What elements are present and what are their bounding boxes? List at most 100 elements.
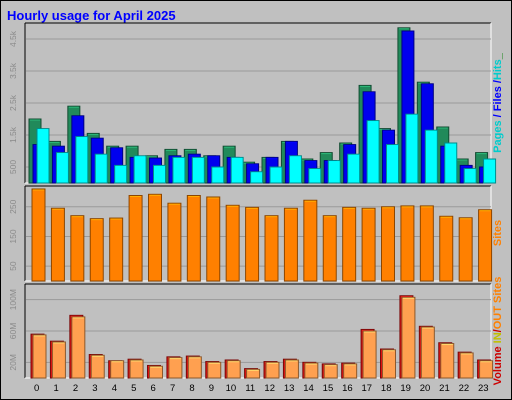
bar-sites-sites-hour-5 <box>128 195 143 282</box>
x-tick-label-hour-13: 13 <box>284 383 295 394</box>
x-tick-label-hour-6: 6 <box>151 383 156 394</box>
bar-requests-pages-hour-4 <box>114 164 128 184</box>
x-tick-label-hour-18: 18 <box>381 383 392 394</box>
bar-sites-sites-hour-10 <box>225 204 240 282</box>
bar-volume-out-hour-16 <box>343 363 358 379</box>
x-tick-label-hour-9: 9 <box>209 383 214 394</box>
bar-requests-pages-hour-0 <box>36 128 50 184</box>
bar-volume-out-hour-13 <box>284 359 299 379</box>
bar-volume-out-hour-19 <box>401 296 416 379</box>
bar-requests-pages-hour-5 <box>133 155 147 184</box>
bar-requests-pages-hour-7 <box>172 156 186 184</box>
bar-volume-out-hour-22 <box>459 352 474 379</box>
panel-volume-legend-part-2: IN <box>492 332 504 343</box>
bar-requests-pages-hour-13 <box>288 155 302 184</box>
x-tick-label-hour-10: 10 <box>226 383 237 394</box>
x-tick-label-hour-12: 12 <box>264 383 275 394</box>
bar-volume-out-hour-6 <box>149 365 163 379</box>
bar-sites-sites-hour-21 <box>439 215 454 282</box>
bar-volume-out-hour-2 <box>71 316 86 379</box>
bar-volume-out-hour-14 <box>304 362 319 379</box>
x-tick-label-hour-4: 4 <box>112 383 117 394</box>
panel-requests-tick-label: 500 <box>8 160 18 174</box>
panel-requests-tick-label: 1.5k <box>8 126 18 143</box>
bar-requests-pages-hour-19 <box>405 113 419 184</box>
bar-sites-sites-hour-13 <box>283 207 298 282</box>
bar-sites-sites-hour-9 <box>206 196 221 282</box>
x-tick-label-hour-8: 8 <box>189 383 194 394</box>
bar-sites-sites-hour-20 <box>419 205 434 282</box>
bar-requests-pages-hour-15 <box>327 160 341 184</box>
panel-sites-legend-part-0: Sites <box>492 220 504 246</box>
panel-requests-legend-part-4: Hits <box>492 59 504 80</box>
x-tick-label-hour-16: 16 <box>342 383 353 394</box>
panel-volume-tick-label: 20M <box>8 354 18 371</box>
bar-requests-pages-hour-3 <box>94 153 108 184</box>
bar-sites-sites-hour-1 <box>50 207 65 282</box>
x-tick-label-hour-15: 15 <box>323 383 334 394</box>
panel-sites-legend: Sites <box>492 220 504 246</box>
bar-sites-sites-hour-15 <box>322 215 337 282</box>
bar-requests-pages-hour-10 <box>230 156 244 184</box>
bar-sites-sites-hour-18 <box>381 206 395 282</box>
bar-sites-sites-hour-4 <box>109 217 124 282</box>
bar-volume-out-hour-15 <box>323 364 338 379</box>
bar-requests-pages-hour-6 <box>153 164 166 184</box>
x-tick-label-hour-17: 17 <box>362 383 373 394</box>
bar-sites-sites-hour-22 <box>458 217 473 282</box>
bar-volume-out-hour-12 <box>265 361 280 379</box>
bar-volume-out-hour-20 <box>420 326 435 379</box>
panel-volume-tick-label: 60M <box>8 323 18 340</box>
panel-sites: 50 150 250 <box>8 185 493 282</box>
bar-sites-sites-hour-2 <box>70 215 85 282</box>
chart-title: Hourly usage for April 2025 <box>7 8 176 23</box>
panel-sites-tick-label: 250 <box>8 199 18 213</box>
panel-volume-tick-label: 100M <box>8 289 18 310</box>
bar-volume-out-hour-10 <box>226 360 241 379</box>
panel-volume-legend: Volume IN/OUT Sites <box>492 277 504 386</box>
bar-volume-out-hour-4 <box>110 360 125 379</box>
bar-volume-out-hour-1 <box>51 341 66 379</box>
panel-volume-legend-part-4: OUT <box>492 306 504 330</box>
bar-requests-pages-hour-20 <box>424 129 438 184</box>
bar-sites-sites-hour-12 <box>264 215 279 282</box>
bar-sites-sites-hour-3 <box>89 218 104 282</box>
panel-requests-legend-part-0: Pages <box>492 120 504 152</box>
bar-sites-sites-hour-8 <box>186 195 201 282</box>
panel-requests-legend-part-2: Files <box>492 86 504 111</box>
x-tick-label-hour-14: 14 <box>303 383 314 394</box>
bar-volume-out-hour-7 <box>168 357 183 379</box>
bar-sites-sites-hour-0 <box>31 188 46 282</box>
x-tick-label-hour-1: 1 <box>53 383 58 394</box>
panel-requests-legend: Pages / Files /Hits_ <box>492 52 504 153</box>
panel-sites-tick-label: 50 <box>8 261 18 271</box>
bar-volume-out-hour-11 <box>246 368 261 379</box>
panel-requests-legend-part-3: / <box>492 80 504 86</box>
panel-requests: 500 1.5k 2.5k 3.5k 4.5k <box>8 22 497 184</box>
bar-volume-out-hour-0 <box>32 334 47 379</box>
panel-requests-legend-part-5: _ <box>492 52 504 60</box>
bar-volume-out-hour-18 <box>382 349 396 379</box>
bar-requests-pages-hour-12 <box>269 166 283 184</box>
bar-requests-pages-hour-18 <box>386 144 399 184</box>
x-tick-label-hour-23: 23 <box>478 383 489 394</box>
bar-sites-sites-hour-17 <box>361 207 376 282</box>
x-tick-label-hour-20: 20 <box>420 383 431 394</box>
panel-sites-tick-label: 150 <box>8 229 18 243</box>
panel-volume-legend-part-0: Volume <box>492 346 504 385</box>
bar-volume-out-hour-21 <box>440 343 455 379</box>
panel-requests-tick-label: 3.5k <box>8 62 18 79</box>
x-tick-label-hour-7: 7 <box>170 383 175 394</box>
bar-sites-sites-hour-14 <box>303 199 318 282</box>
panel-volume: 20M 60M 100M <box>8 283 494 379</box>
x-tick-label-hour-21: 21 <box>439 383 450 394</box>
bar-requests-pages-hour-16 <box>347 153 361 184</box>
bar-requests-pages-hour-2 <box>75 136 89 184</box>
x-tick-label-hour-5: 5 <box>131 383 136 394</box>
bar-requests-pages-hour-21 <box>444 142 458 184</box>
x-tick-label-hour-11: 11 <box>245 383 255 394</box>
bar-requests-pages-hour-14 <box>308 168 322 184</box>
x-tick-label-hour-3: 3 <box>92 383 97 394</box>
